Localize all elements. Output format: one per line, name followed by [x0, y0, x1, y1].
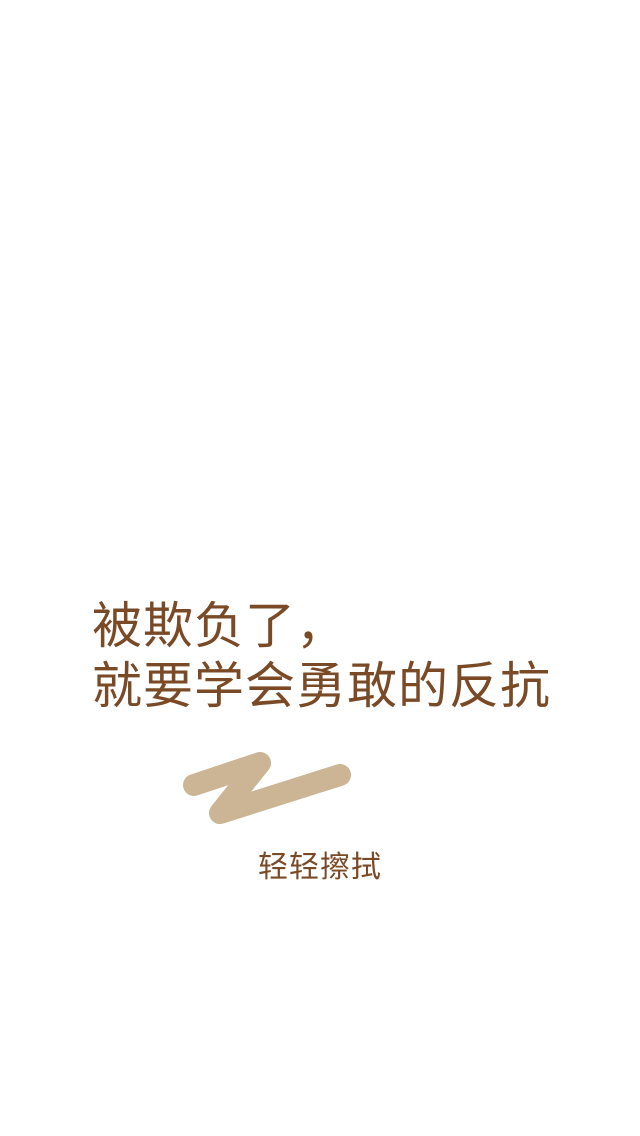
quote-line-2: 就要学会勇敢的反抗 [92, 657, 551, 715]
scribble-z-icon[interactable] [180, 745, 355, 835]
quote-line-1: 被欺负了， [92, 597, 347, 655]
quote-text: 被欺负了， 就要学会勇敢的反抗 [92, 596, 612, 716]
wipe-hint-label: 轻轻擦拭 [258, 850, 382, 885]
